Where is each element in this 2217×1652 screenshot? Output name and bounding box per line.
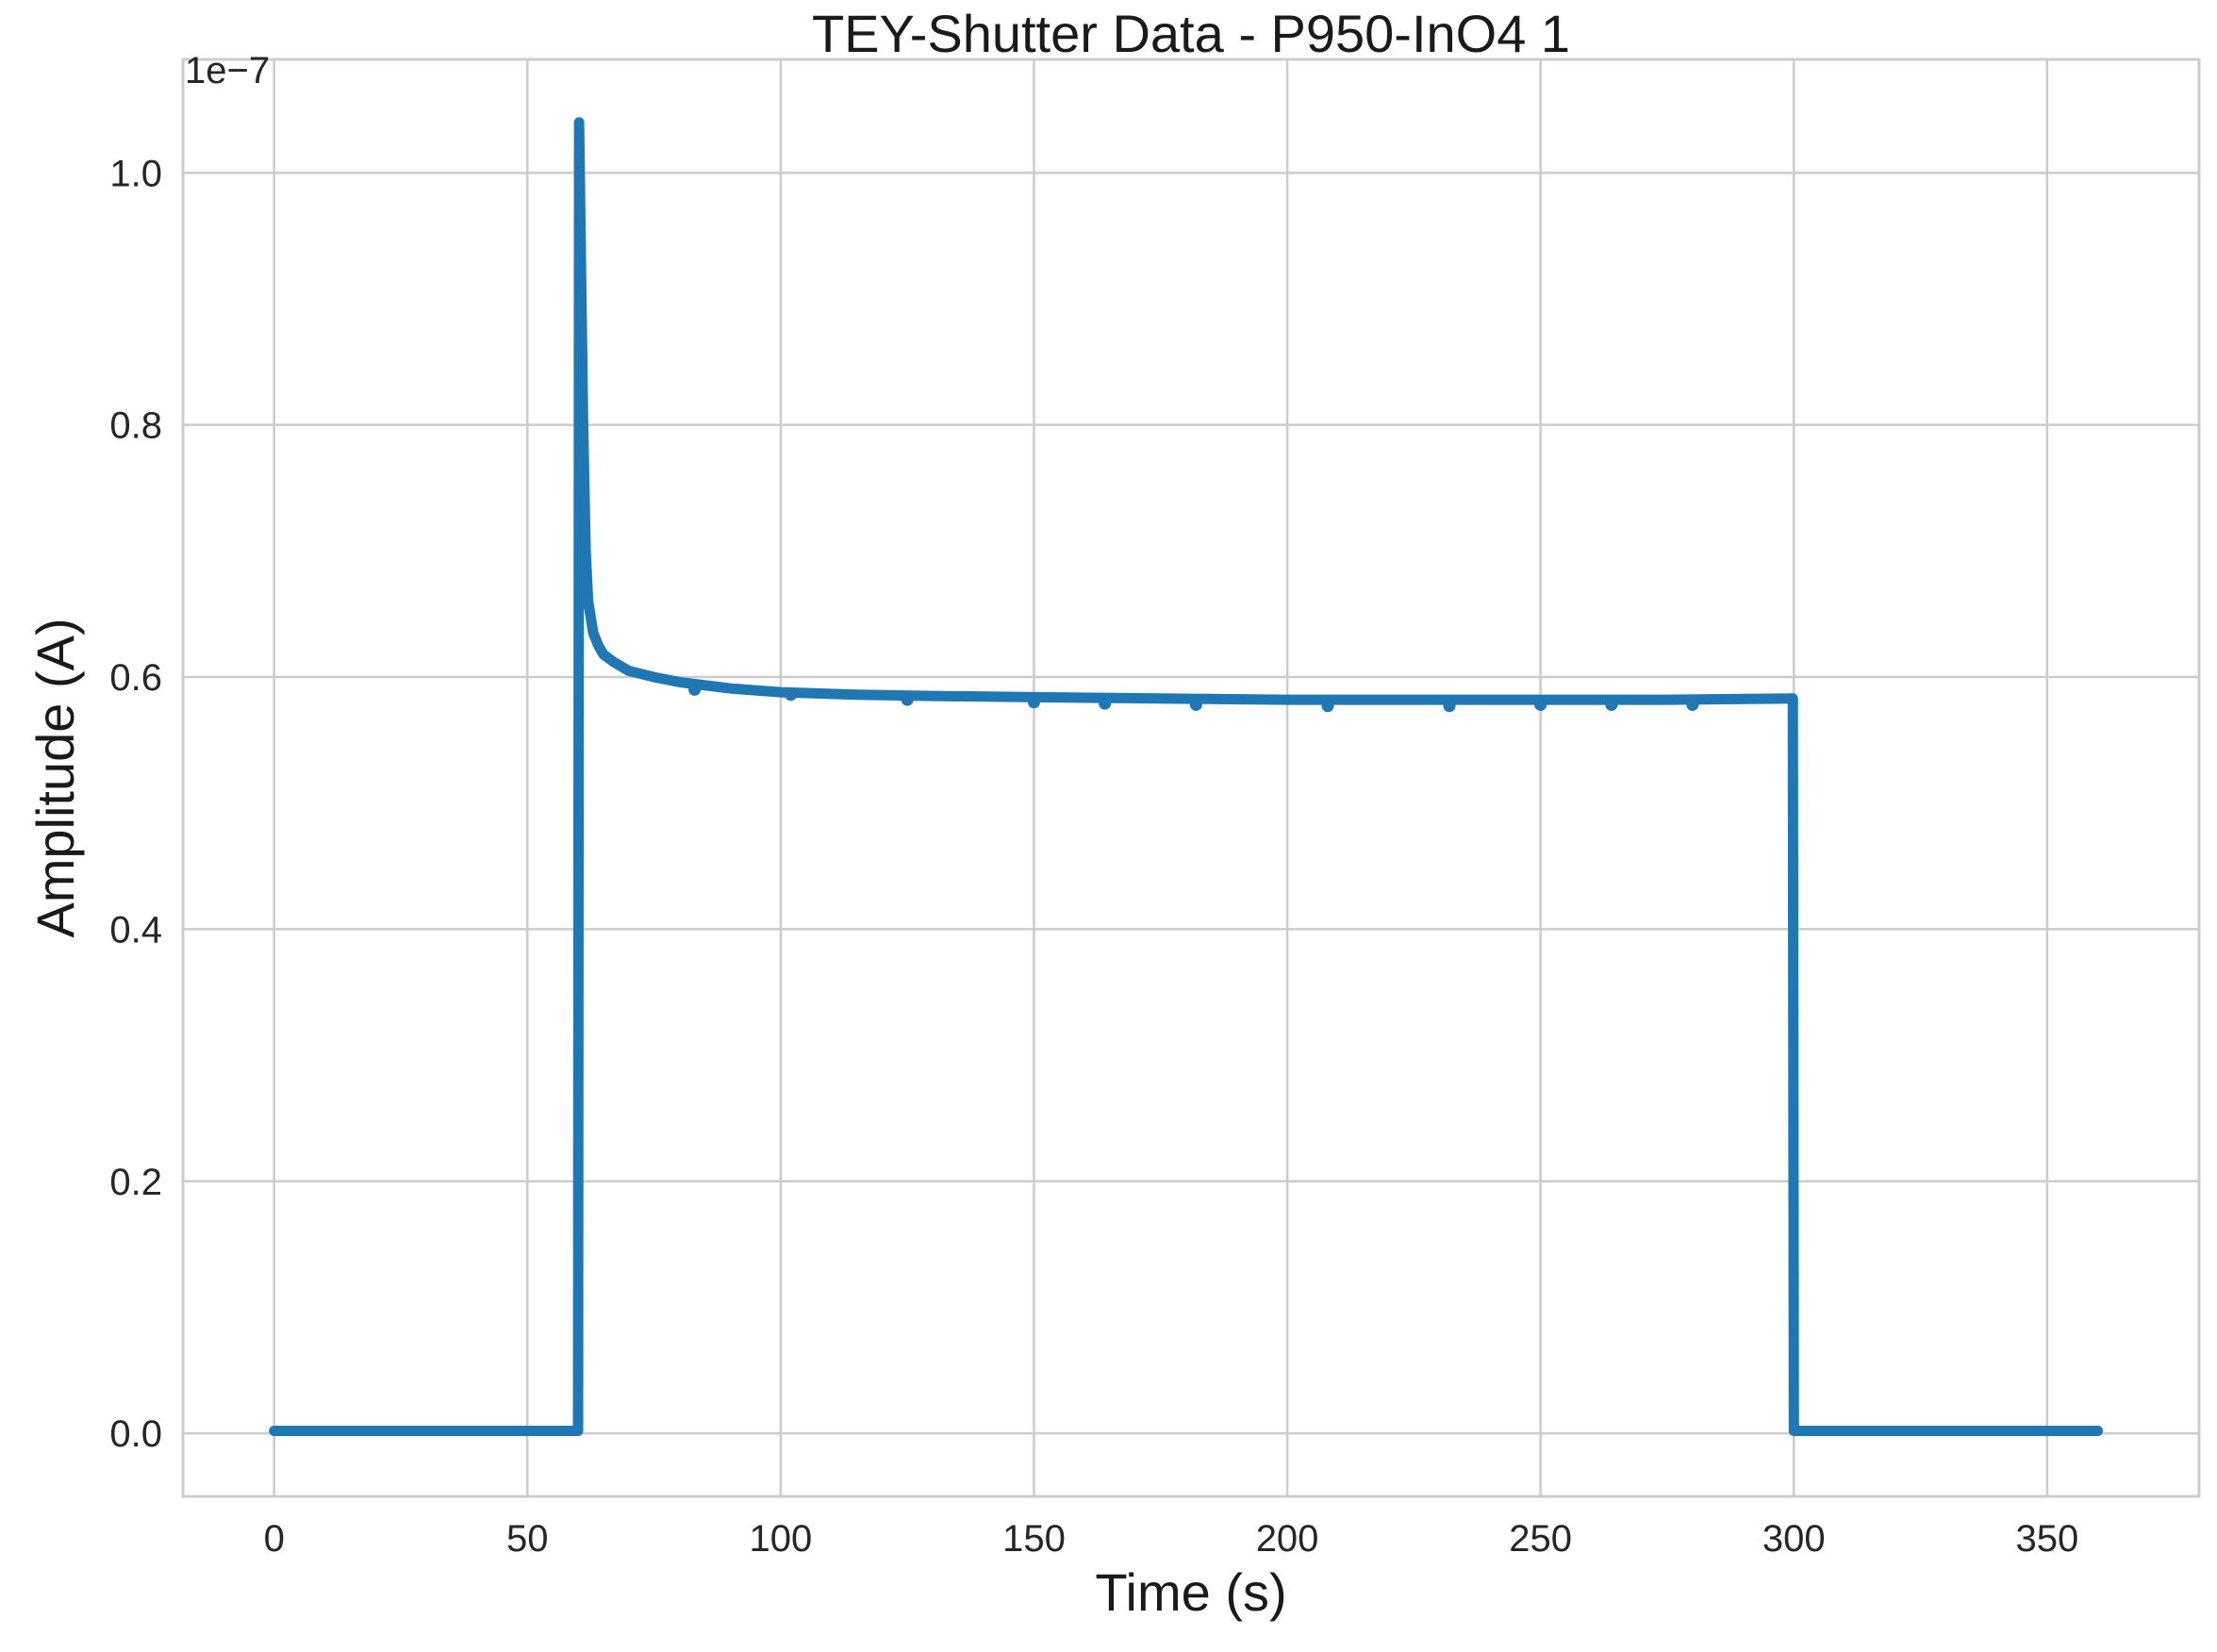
data-point (1321, 700, 1334, 713)
data-point (1189, 698, 1202, 711)
data-point (1534, 698, 1547, 711)
x-axis-ticks: 0 50 100 150 200 250 300 350 (264, 1518, 2079, 1560)
x-tick-label: 200 (1256, 1518, 1319, 1560)
x-axis-label: Time (s) (1095, 1562, 1286, 1622)
data-point (1027, 696, 1040, 709)
x-tick-label: 300 (1762, 1518, 1826, 1560)
x-tick-label: 100 (750, 1518, 813, 1560)
x-tick-label: 350 (2015, 1518, 2078, 1560)
x-tick-label: 0 (264, 1518, 285, 1560)
plot-frame (181, 58, 2201, 1498)
y-tick-label: 0.4 (109, 909, 162, 950)
x-tick-label: 250 (1509, 1518, 1572, 1560)
y-tick-label: 0.6 (109, 657, 162, 699)
data-point (1443, 700, 1456, 713)
y-tick-label: 0.8 (109, 405, 162, 447)
grid (183, 59, 2199, 1496)
y-offset-label: 1e−7 (185, 50, 270, 91)
x-tick-label: 150 (1002, 1518, 1066, 1560)
series-layer (269, 117, 2104, 1436)
x-tick-label: 50 (506, 1518, 549, 1560)
y-tick-label: 0.0 (109, 1413, 162, 1455)
y-tick-label: 1.0 (109, 153, 162, 194)
y-axis-ticks: 0.0 0.2 0.4 0.6 0.8 1.0 (109, 153, 162, 1455)
data-point (1099, 697, 1112, 710)
y-axis-label: Amplitude (A) (25, 618, 85, 937)
data-point (1605, 698, 1618, 711)
chart-title: TEY-Shutter Data - P950-InO4 1 (812, 4, 1570, 63)
data-point (901, 693, 914, 706)
data-point (1686, 698, 1699, 711)
y-tick-label: 0.2 (109, 1162, 162, 1203)
series-line (269, 117, 2104, 1436)
data-point (688, 683, 702, 696)
data-point (785, 688, 798, 702)
